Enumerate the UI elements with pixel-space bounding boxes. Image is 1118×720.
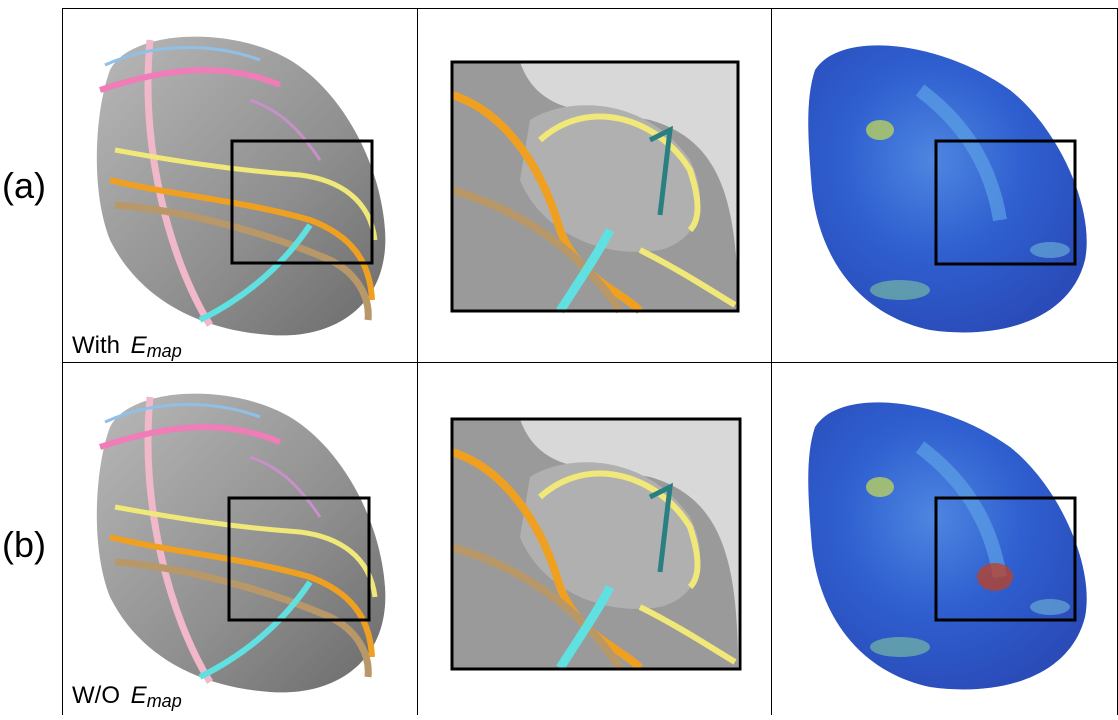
mesh-image	[97, 394, 386, 693]
zoom-image	[452, 62, 738, 311]
caption-text: With	[72, 332, 120, 359]
caption-text: W/O	[72, 682, 120, 709]
heatmap-image	[808, 45, 1086, 332]
caption: W/O Emap	[72, 682, 182, 711]
caption-symbol: E	[131, 332, 148, 359]
caption-subscript: map	[147, 691, 182, 711]
row-a: (a) With Emap	[2, 37, 1087, 361]
page: (a) With Emap (b) W/O Emap (() => { cons…	[0, 0, 1118, 715]
heat-hotspot	[977, 563, 1013, 591]
row-label: (b)	[2, 524, 46, 565]
caption: With Emap	[72, 332, 182, 361]
mesh-image	[97, 37, 386, 336]
caption-symbol: E	[131, 682, 148, 709]
caption-subscript: map	[147, 341, 182, 361]
heatmap-image	[808, 402, 1086, 689]
zoom-image	[452, 419, 738, 668]
figure: (a) With Emap (b) W/O Emap	[0, 0, 1118, 715]
row-label: (a)	[2, 165, 46, 206]
row-b: (b) W/O Emap	[2, 394, 1087, 711]
